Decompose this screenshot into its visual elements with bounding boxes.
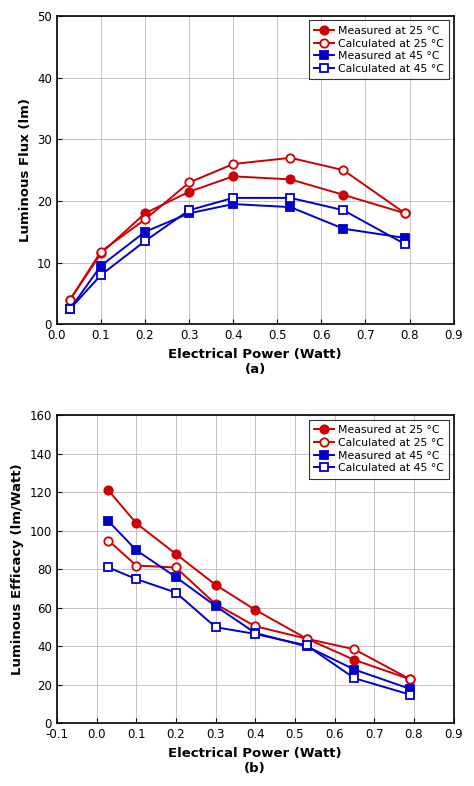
Measured at 25 °C <box>402 208 408 218</box>
Calculated at 45 °C <box>133 575 139 584</box>
Calculated at 25 °C <box>288 153 293 163</box>
Calculated at 25 °C <box>213 600 219 609</box>
Measured at 45 °C <box>67 304 73 314</box>
Measured at 45 °C <box>230 200 236 209</box>
Calculated at 45 °C <box>213 623 219 632</box>
Calculated at 45 °C <box>402 240 408 249</box>
X-axis label: Electrical Power (Watt)
(b): Electrical Power (Watt) (b) <box>168 747 342 775</box>
Line: Measured at 25 °C: Measured at 25 °C <box>66 172 409 303</box>
Calculated at 45 °C <box>340 205 346 215</box>
Measured at 45 °C <box>173 572 179 582</box>
Calculated at 25 °C <box>133 561 139 571</box>
Measured at 45 °C <box>98 261 104 270</box>
Calculated at 45 °C <box>352 674 357 683</box>
Measured at 45 °C <box>304 641 310 651</box>
Measured at 25 °C <box>352 656 357 665</box>
Calculated at 45 °C <box>288 193 293 203</box>
Measured at 25 °C <box>186 187 192 196</box>
Measured at 25 °C <box>288 174 293 184</box>
Measured at 45 °C <box>106 516 111 526</box>
Measured at 25 °C <box>67 295 73 304</box>
Calculated at 25 °C <box>142 215 148 224</box>
Line: Calculated at 45 °C: Calculated at 45 °C <box>66 193 409 313</box>
Line: Calculated at 25 °C: Calculated at 25 °C <box>66 154 409 303</box>
Line: Measured at 25 °C: Measured at 25 °C <box>104 487 414 683</box>
Measured at 25 °C <box>133 519 139 528</box>
Calculated at 25 °C <box>186 178 192 187</box>
Measured at 45 °C <box>288 203 293 212</box>
Measured at 45 °C <box>407 684 413 693</box>
Measured at 25 °C <box>173 549 179 559</box>
Calculated at 25 °C <box>252 622 258 631</box>
Line: Measured at 45 °C: Measured at 45 °C <box>104 517 414 693</box>
Calculated at 45 °C <box>142 237 148 246</box>
Measured at 45 °C <box>252 628 258 637</box>
Calculated at 45 °C <box>173 588 179 597</box>
Legend: Measured at 25 °C, Calculated at 25 °C, Measured at 45 °C, Calculated at 45 °C: Measured at 25 °C, Calculated at 25 °C, … <box>309 420 449 479</box>
Calculated at 45 °C <box>230 193 236 203</box>
Line: Calculated at 25 °C: Calculated at 25 °C <box>104 536 414 683</box>
Measured at 25 °C <box>142 208 148 218</box>
Calculated at 25 °C <box>173 563 179 572</box>
Measured at 25 °C <box>340 190 346 200</box>
Calculated at 25 °C <box>67 295 73 304</box>
Y-axis label: Luminous Flux (lm): Luminous Flux (lm) <box>18 98 32 242</box>
Calculated at 25 °C <box>352 645 357 654</box>
Calculated at 25 °C <box>402 208 408 218</box>
Measured at 25 °C <box>252 605 258 615</box>
Measured at 25 °C <box>213 580 219 590</box>
Measured at 25 °C <box>230 171 236 181</box>
Calculated at 25 °C <box>98 247 104 256</box>
Measured at 45 °C <box>402 233 408 243</box>
Calculated at 45 °C <box>407 690 413 700</box>
Measured at 45 °C <box>213 601 219 611</box>
Measured at 45 °C <box>142 227 148 237</box>
Calculated at 25 °C <box>304 634 310 644</box>
Calculated at 25 °C <box>407 674 413 684</box>
X-axis label: Electrical Power (Watt)
(a): Electrical Power (Watt) (a) <box>168 347 342 376</box>
Calculated at 45 °C <box>67 304 73 314</box>
Calculated at 25 °C <box>340 165 346 174</box>
Calculated at 45 °C <box>98 270 104 280</box>
Measured at 25 °C <box>106 486 111 495</box>
Calculated at 45 °C <box>252 630 258 639</box>
Line: Calculated at 45 °C: Calculated at 45 °C <box>104 564 414 699</box>
Y-axis label: Luminous Efficacy (lm/Watt): Luminous Efficacy (lm/Watt) <box>11 464 24 675</box>
Measured at 25 °C <box>304 634 310 644</box>
Measured at 45 °C <box>340 224 346 233</box>
Line: Measured at 45 °C: Measured at 45 °C <box>66 200 409 313</box>
Measured at 45 °C <box>352 665 357 674</box>
Measured at 25 °C <box>407 674 413 684</box>
Calculated at 45 °C <box>304 641 310 650</box>
Calculated at 45 °C <box>186 205 192 215</box>
Measured at 25 °C <box>98 248 104 258</box>
Calculated at 25 °C <box>230 160 236 169</box>
Calculated at 25 °C <box>106 536 111 545</box>
Calculated at 45 °C <box>106 563 111 572</box>
Measured at 45 °C <box>133 545 139 555</box>
Measured at 45 °C <box>186 208 192 218</box>
Legend: Measured at 25 °C, Calculated at 25 °C, Measured at 45 °C, Calculated at 45 °C: Measured at 25 °C, Calculated at 25 °C, … <box>309 20 449 79</box>
